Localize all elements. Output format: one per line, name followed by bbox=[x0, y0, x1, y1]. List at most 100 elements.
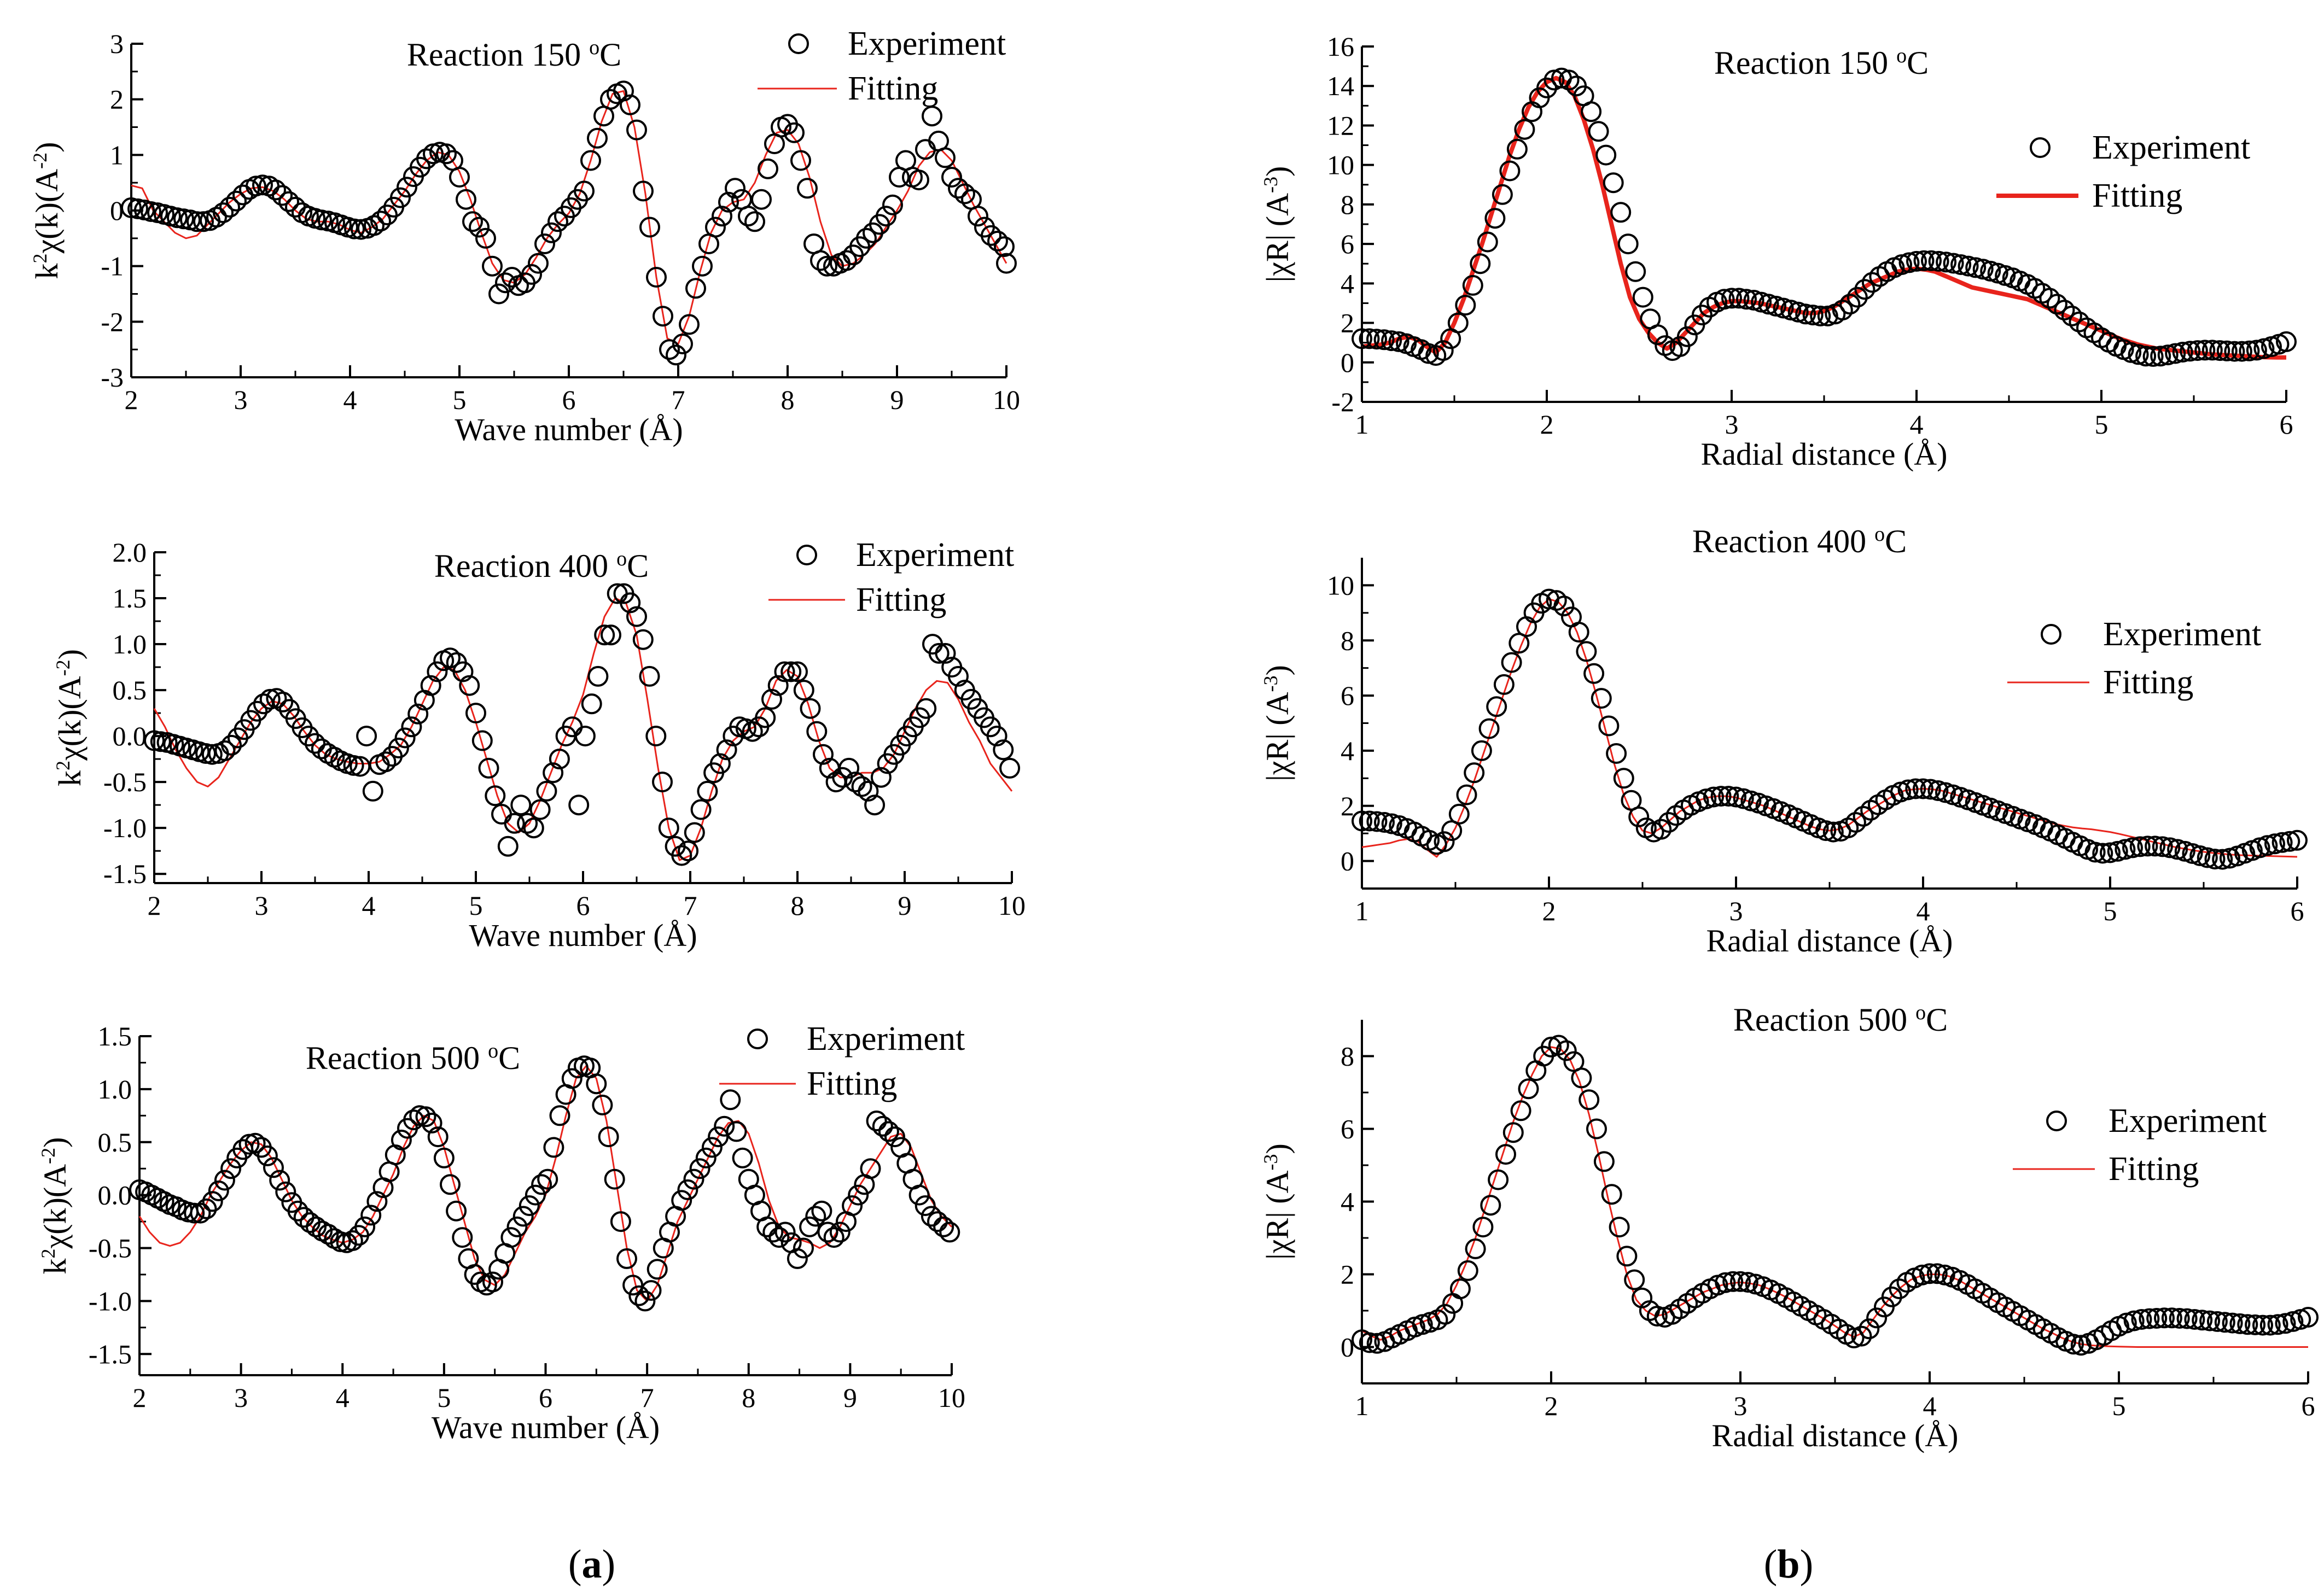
data-point bbox=[2252, 1314, 2273, 1336]
fitting-curve bbox=[131, 90, 1007, 345]
data-point bbox=[620, 94, 640, 115]
data-point bbox=[709, 753, 731, 774]
legend-marker-experiment bbox=[2046, 1111, 2067, 1131]
data-point bbox=[939, 1222, 960, 1243]
chart-r400: 1 2 3 4 5 6 0 2 4 6 8 10 Radial distance (Å) |χR| (A-… bbox=[1260, 523, 2308, 959]
data-point bbox=[1853, 805, 1874, 827]
y-tick-label: 0 bbox=[1341, 846, 1354, 877]
title-degree-sign: o bbox=[589, 36, 599, 59]
y-label-text: ) bbox=[37, 1137, 73, 1148]
data-point bbox=[2206, 1311, 2228, 1332]
y-tick-label: 3 bbox=[110, 28, 124, 59]
data-point bbox=[1647, 324, 1668, 346]
data-point bbox=[2154, 1307, 2175, 1329]
data-point bbox=[921, 1206, 942, 1227]
data-point bbox=[1927, 780, 1949, 801]
data-point bbox=[226, 190, 247, 212]
data-point bbox=[306, 1216, 327, 1237]
y-tick-label: 2 bbox=[110, 84, 124, 115]
title-text: C bbox=[1926, 1002, 1948, 1038]
data-point bbox=[1861, 272, 1883, 293]
data-point bbox=[671, 1190, 692, 1211]
data-point bbox=[639, 217, 660, 238]
data-point bbox=[2161, 1307, 2182, 1329]
data-point bbox=[2231, 341, 2252, 362]
data-point bbox=[521, 264, 542, 285]
data-point bbox=[632, 629, 654, 650]
data-point bbox=[287, 1200, 308, 1222]
data-point bbox=[449, 167, 470, 188]
y-label-superscript: 2 bbox=[37, 1248, 59, 1258]
x-tick-label: 9 bbox=[843, 1382, 857, 1413]
data-point bbox=[2084, 842, 2106, 863]
data-point bbox=[1616, 1246, 1638, 1267]
data-point bbox=[196, 1198, 217, 1219]
data-point bbox=[996, 253, 1017, 274]
data-point bbox=[2122, 837, 2143, 858]
data-point bbox=[2197, 847, 2218, 868]
data-point bbox=[1359, 810, 1380, 832]
data-point bbox=[1366, 329, 1387, 350]
data-point bbox=[1743, 290, 1764, 311]
x-tick-label: 1 bbox=[1355, 409, 1369, 440]
data-point bbox=[1950, 254, 1972, 275]
data-point bbox=[471, 730, 493, 751]
data-point bbox=[574, 726, 596, 747]
data-point bbox=[646, 267, 667, 288]
data-point bbox=[622, 1275, 644, 1296]
data-point bbox=[187, 211, 207, 232]
x-tick-label: 3 bbox=[1734, 1390, 1748, 1421]
data-point bbox=[922, 106, 942, 127]
data-point bbox=[536, 780, 557, 802]
data-point bbox=[375, 751, 397, 773]
data-point bbox=[811, 1200, 832, 1222]
data-point bbox=[2100, 842, 2121, 863]
data-point bbox=[1881, 1286, 1902, 1307]
x-tick-label: 5 bbox=[2104, 896, 2117, 926]
data-point bbox=[762, 1222, 784, 1243]
title-text: Reaction 400 bbox=[1692, 523, 1874, 559]
x-tick-label: 6 bbox=[576, 890, 590, 921]
data-point bbox=[866, 1111, 887, 1131]
data-point bbox=[1715, 1272, 1736, 1293]
data-point bbox=[1832, 300, 1853, 321]
data-point bbox=[1621, 790, 1642, 811]
data-point bbox=[1736, 289, 1757, 310]
x-tick-label: 5 bbox=[2112, 1390, 2126, 1421]
data-point bbox=[987, 230, 1008, 252]
data-point bbox=[1737, 1272, 1758, 1293]
data-point bbox=[848, 1184, 869, 1206]
data-point bbox=[1499, 160, 1521, 182]
data-point bbox=[2253, 338, 2275, 359]
x-tick-label: 6 bbox=[2280, 409, 2293, 440]
data-point bbox=[407, 703, 429, 725]
chart-title: Reaction 500 oC bbox=[1733, 1001, 1948, 1038]
data-point bbox=[366, 1191, 388, 1212]
x-tick-label: 2 bbox=[1542, 896, 1556, 926]
data-point bbox=[543, 762, 564, 784]
data-point bbox=[517, 813, 538, 834]
data-point bbox=[1502, 1122, 1524, 1143]
data-point bbox=[1815, 820, 1837, 842]
data-point bbox=[2187, 340, 2208, 361]
data-point bbox=[531, 1174, 552, 1195]
data-point bbox=[478, 757, 499, 779]
data-point bbox=[628, 1285, 650, 1306]
data-point bbox=[1477, 231, 1498, 253]
data-point bbox=[2176, 1308, 2198, 1329]
data-point bbox=[1859, 1318, 1880, 1340]
y-tick-label: 1 bbox=[110, 139, 124, 170]
data-point bbox=[1609, 1217, 1630, 1238]
data-point bbox=[1730, 1271, 1751, 1292]
data-point bbox=[2165, 343, 2186, 364]
data-point bbox=[701, 1137, 723, 1158]
data-point bbox=[427, 661, 448, 682]
legend-label-experiment: Experiment bbox=[2092, 129, 2250, 166]
data-point bbox=[1810, 305, 1831, 326]
data-point bbox=[2216, 340, 2238, 361]
x-tick-label: 5 bbox=[453, 384, 467, 415]
data-point bbox=[219, 196, 240, 218]
data-point bbox=[259, 688, 281, 710]
data-point bbox=[354, 1216, 376, 1237]
